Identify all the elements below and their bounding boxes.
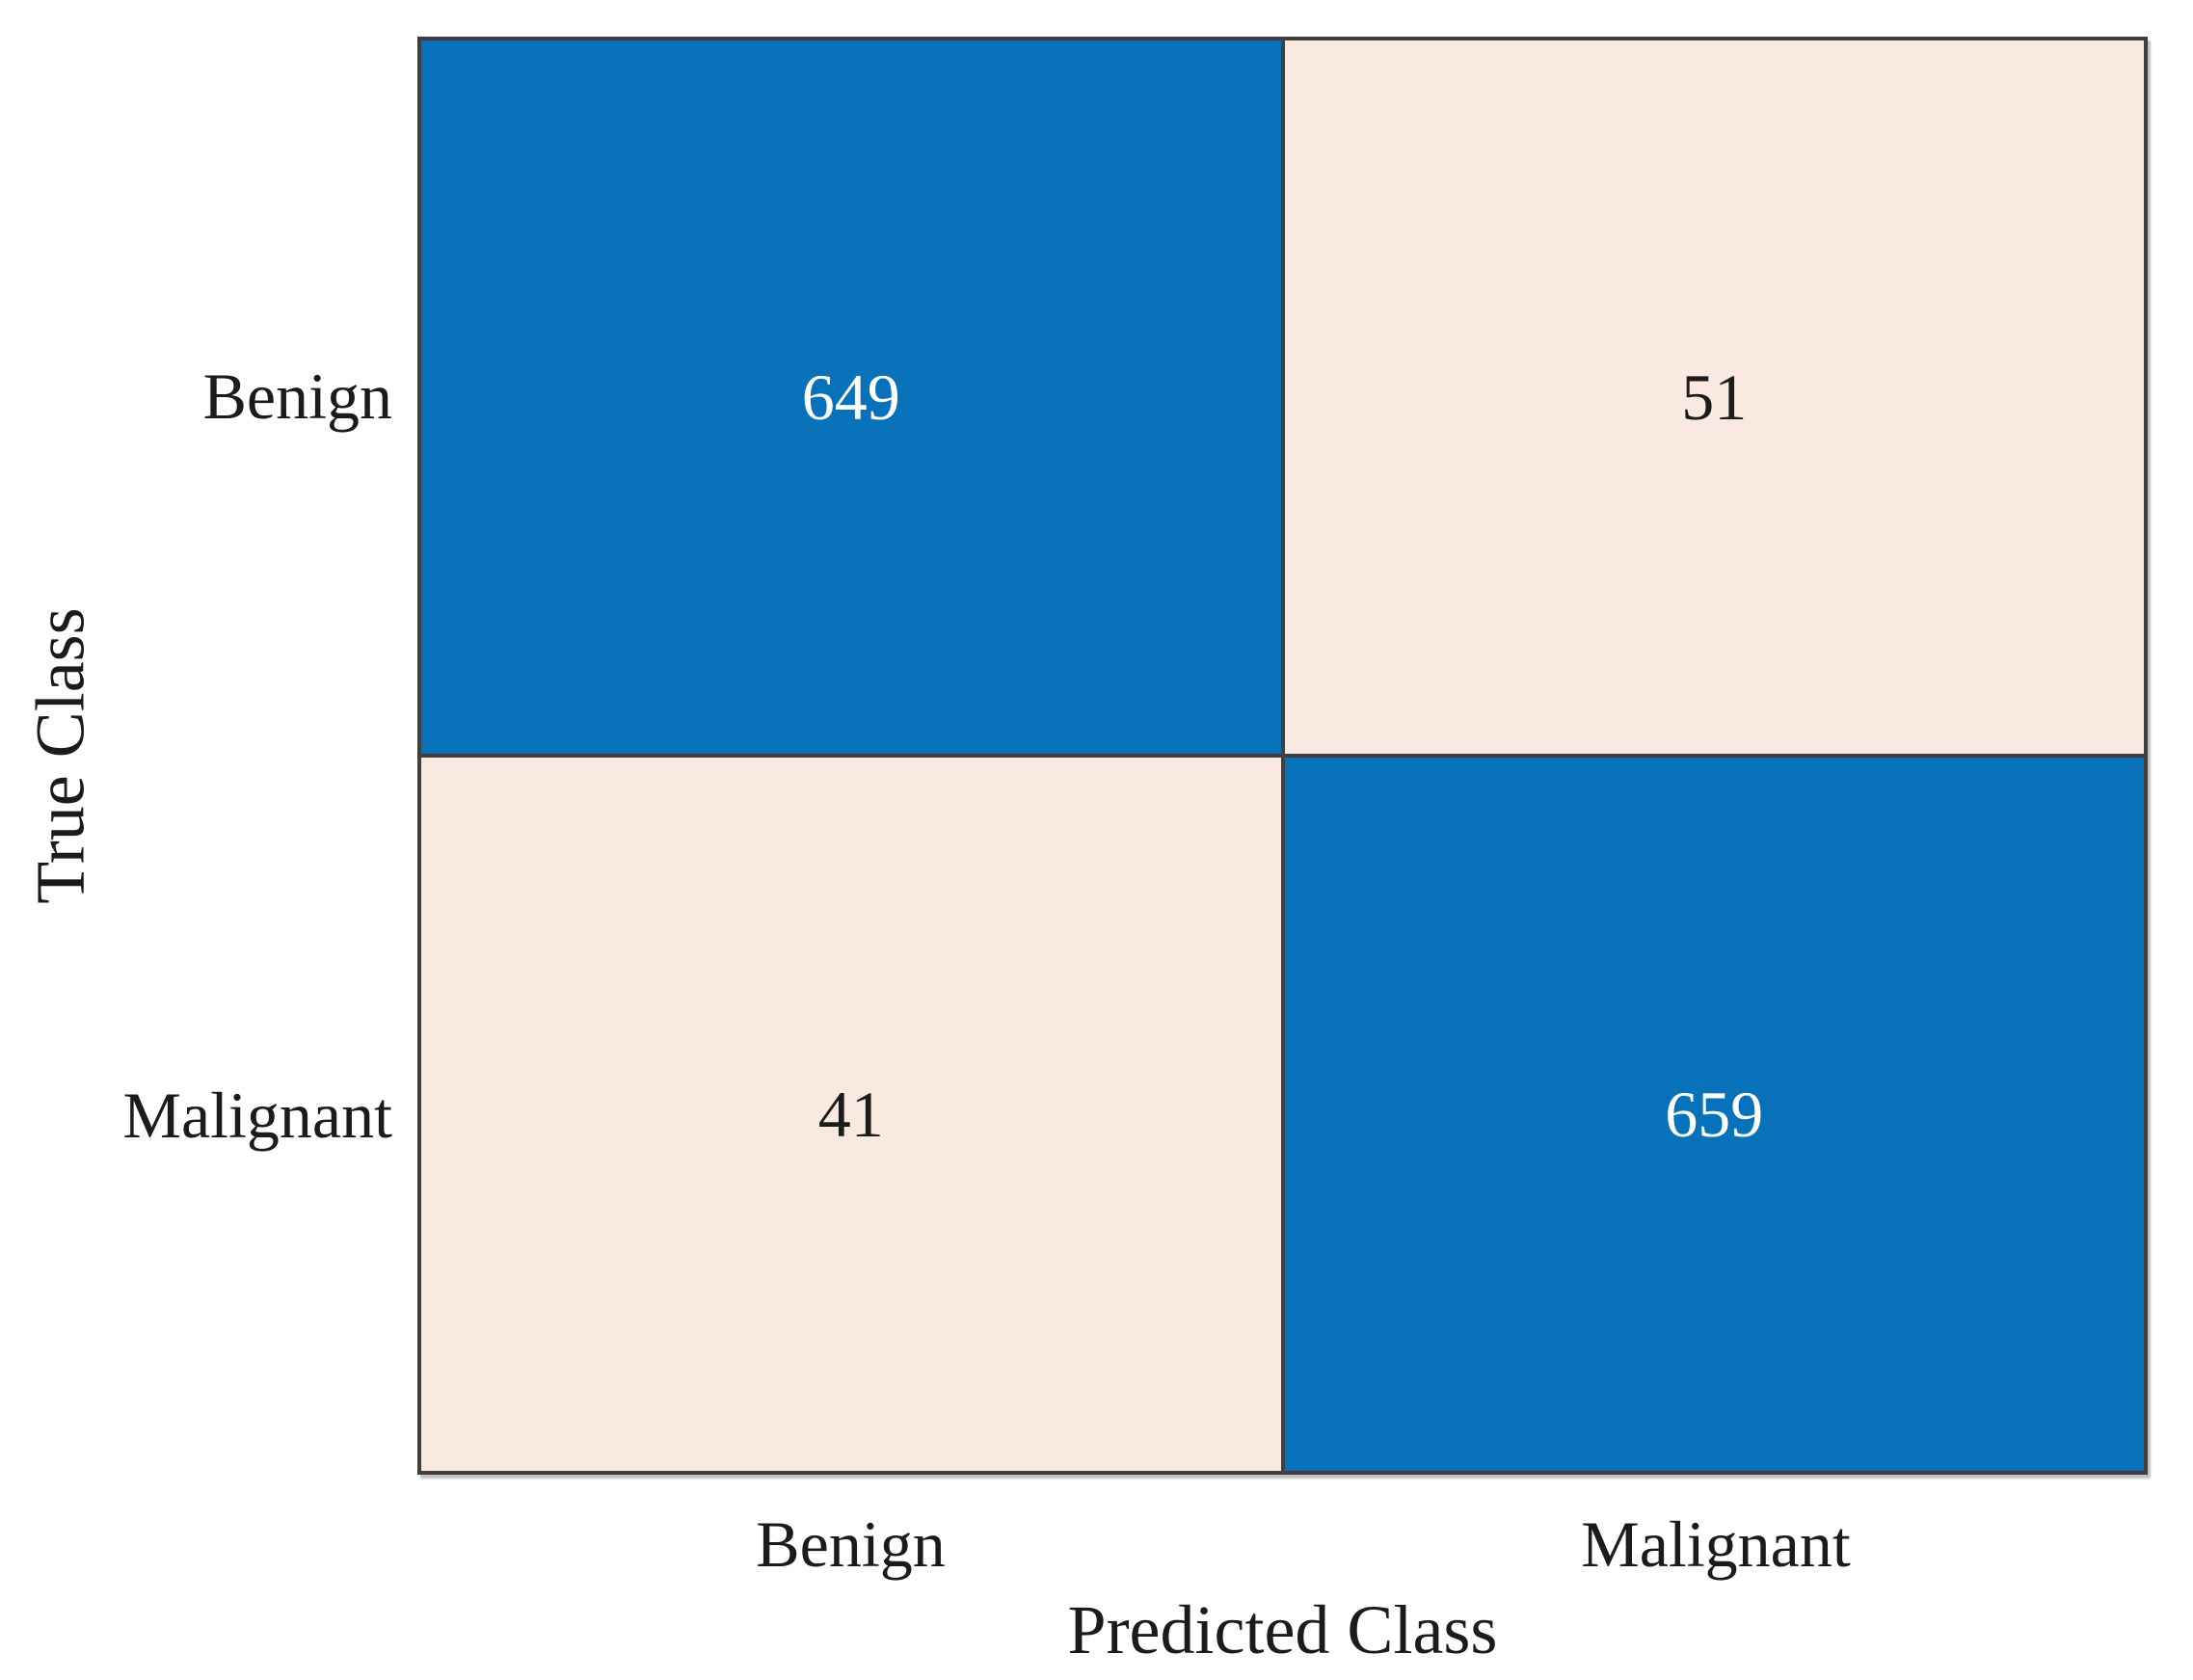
y-tick-malignant: Malignant: [122, 1079, 392, 1152]
cell-true-malignant-pred-malignant: 659: [1284, 758, 2144, 1471]
x-tick-benign: Benign: [756, 1507, 946, 1581]
cell-value: 51: [1681, 360, 1748, 434]
cell-value: 41: [817, 1078, 884, 1151]
cell-true-benign-pred-benign: 649: [421, 40, 1281, 754]
cell-true-benign-pred-malignant: 51: [1284, 40, 2144, 754]
y-tick-benign: Benign: [202, 360, 392, 433]
cell-true-malignant-pred-benign: 41: [421, 758, 1281, 1471]
confusion-matrix-grid: 649 51 41 659: [417, 37, 2148, 1475]
x-tick-malignant: Malignant: [1581, 1507, 1851, 1581]
cell-value: 649: [801, 360, 900, 434]
cell-value: 659: [1665, 1078, 1764, 1151]
x-axis-label: Predicted Class: [1067, 1590, 1498, 1668]
